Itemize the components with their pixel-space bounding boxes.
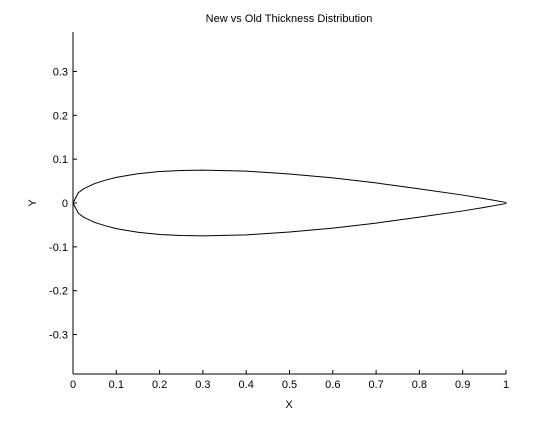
- y-tick-label: -0.1: [49, 242, 68, 254]
- x-tick-label: 0.4: [239, 379, 254, 391]
- y-tick-label: -0.2: [49, 286, 68, 298]
- x-tick-label: 0.6: [325, 379, 340, 391]
- chart-title: New vs Old Thickness Distribution: [206, 13, 373, 25]
- x-tick-label: 1: [503, 379, 509, 391]
- x-tick-label: 0.9: [455, 379, 470, 391]
- plot-area: [72, 32, 506, 375]
- y-tick-label: 0.1: [53, 154, 68, 166]
- x-tick-label: 0.1: [109, 379, 124, 391]
- x-tick-label: 0.5: [282, 379, 297, 391]
- y-axis-ticks: -0.3 -0.2 -0.1 0 0.1 0.2 0.3: [49, 66, 77, 342]
- lower-surface-line: [72, 202, 507, 237]
- x-tick-label: 0: [70, 379, 76, 391]
- x-tick-label: 0.2: [152, 379, 167, 391]
- y-axis-label: Y: [27, 199, 39, 207]
- y-tick-label: 0: [62, 198, 68, 210]
- x-tick-label: 0.8: [412, 379, 427, 391]
- upper-surface-line: [72, 169, 507, 204]
- x-axis-label: X: [285, 399, 293, 411]
- x-axis-ticks: 0 0.1 0.2 0.3 0.4 0.5 0.6 0.7 0.8 0.9 1: [70, 370, 509, 391]
- y-tick-label: -0.3: [49, 330, 68, 342]
- plot-background: [73, 32, 506, 374]
- y-tick-label: 0.2: [53, 110, 68, 122]
- x-tick-label: 0.3: [195, 379, 210, 391]
- series-lines: [72, 169, 507, 237]
- y-tick-label: 0.3: [53, 66, 68, 78]
- x-tick-label: 0.7: [368, 379, 383, 391]
